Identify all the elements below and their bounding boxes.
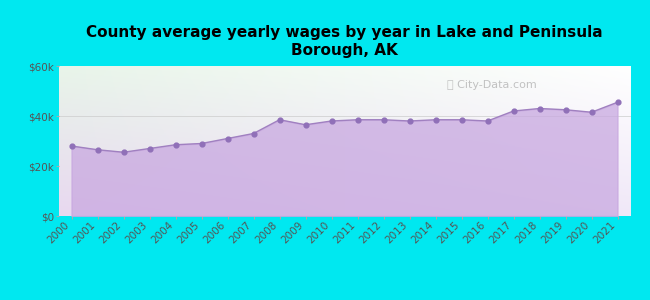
Point [612, 100, 623, 105]
Point [508, 109, 519, 113]
Point [170, 142, 181, 147]
Text: ⓘ City-Data.com: ⓘ City-Data.com [447, 80, 537, 91]
Point [248, 131, 259, 136]
Point [586, 110, 597, 115]
Point [456, 117, 467, 122]
Title: County average yearly wages by year in Lake and Peninsula
Borough, AK: County average yearly wages by year in L… [86, 26, 603, 58]
Point [66, 144, 77, 148]
Point [352, 117, 363, 122]
Point [92, 147, 103, 152]
Point [222, 136, 233, 141]
Point [482, 118, 493, 123]
Point [404, 118, 415, 123]
Point [144, 146, 155, 151]
Point [378, 117, 389, 122]
Point [560, 107, 571, 112]
Point [430, 117, 441, 122]
Point [300, 122, 311, 127]
Point [534, 106, 545, 111]
Point [118, 150, 129, 155]
Point [274, 117, 285, 122]
Point [196, 141, 207, 146]
Point [326, 118, 337, 123]
